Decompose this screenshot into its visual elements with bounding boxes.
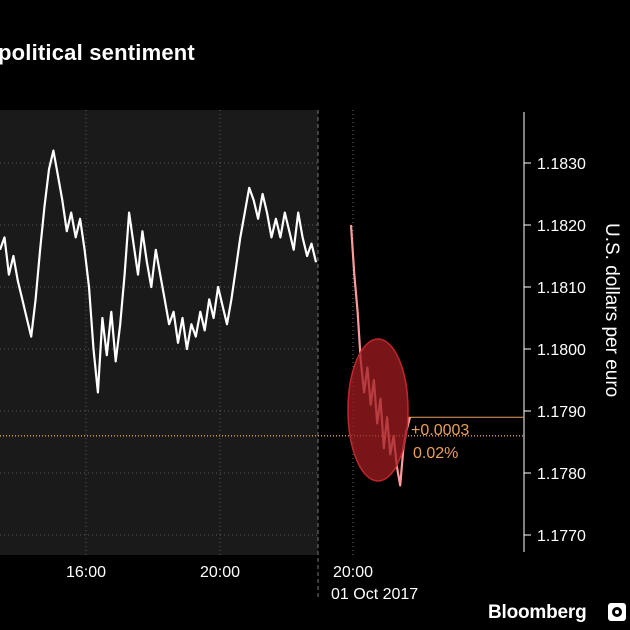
chart-title: political sentiment (0, 40, 195, 65)
change-label: +0.0003 (411, 422, 469, 439)
camera-icon[interactable] (608, 603, 626, 621)
y-tick-label: 1.1770 (537, 528, 586, 545)
x-tick-sublabel: 01 Oct 2017 (331, 586, 418, 603)
y-tick-label: 1.1810 (537, 280, 586, 297)
x-tick-label: 20:00 (200, 564, 240, 581)
x-tick-label: 16:00 (66, 564, 106, 581)
y-tick-label: 1.1800 (537, 342, 586, 359)
bloomberg-logo: Bloomberg (488, 602, 587, 623)
axes: 1.1770 1.1780 1.1790 1.1800 1.1810 1.1820 1.18… (66, 110, 622, 603)
percent-label: 0.02% (413, 445, 458, 462)
highlight-ellipse (347, 338, 409, 482)
x-tick-label: 20:00 (333, 564, 373, 581)
plot-area (0, 110, 318, 555)
series-line-1 (0, 149, 318, 394)
annotations: +0.0003 0.02% (0, 338, 524, 482)
y-tick-label: 1.1820 (537, 218, 586, 235)
y-tick-label: 1.1780 (537, 466, 586, 483)
y-axis-label: U.S. dollars per euro (601, 223, 622, 397)
y-tick-label: 1.1790 (537, 404, 586, 421)
y-tick-label: 1.1830 (537, 156, 586, 173)
